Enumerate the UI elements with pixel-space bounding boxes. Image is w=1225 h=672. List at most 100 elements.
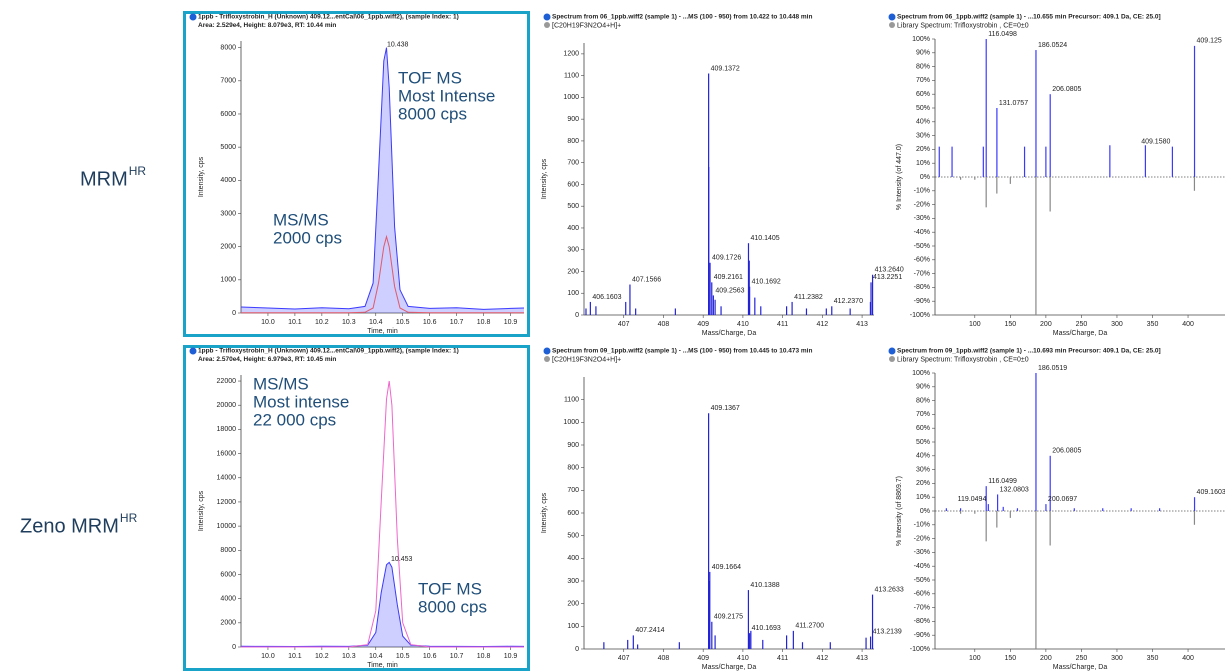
y-tick-label: 2000	[220, 244, 236, 251]
y-tick-label: 1200	[563, 51, 579, 58]
y-tick-label: 0	[575, 646, 579, 653]
x-tick-label: 350	[1147, 655, 1159, 662]
x-tick-label: 150	[1004, 655, 1016, 662]
x-tick-label: 10.3	[342, 653, 356, 660]
y-tick-label: 30%	[916, 132, 930, 139]
x-tick-label: 350	[1147, 321, 1159, 328]
y-tick-label: -30%	[914, 215, 930, 222]
x-tick-label: 410	[737, 321, 749, 328]
x-tick-label: 10.2	[315, 653, 329, 660]
x-tick-label: 408	[658, 655, 670, 662]
trace-line	[241, 234, 524, 314]
y-tick-label: 100	[567, 290, 579, 297]
y-tick-label: 12000	[217, 499, 237, 506]
y-tick-label: 2000	[220, 620, 236, 627]
x-tick-label: 10.2	[315, 319, 329, 326]
y-tick-label: -100%	[910, 646, 930, 653]
y-tick-label: 4000	[220, 177, 236, 184]
x-axis-label: Mass/Charge, Da	[1053, 330, 1108, 337]
peak-area	[241, 562, 524, 647]
peak-label: 186.0524	[1038, 42, 1067, 49]
x-tick-label: 250	[1076, 321, 1088, 328]
y-tick-label: 18000	[217, 426, 237, 433]
subtitle-icon	[889, 22, 895, 28]
peak-label: 409.2175	[714, 614, 743, 621]
peak-label: 409.1580	[1141, 138, 1170, 145]
panel-title: Spectrum from 06_1ppb.wiff2 (sample 1) -…	[552, 14, 812, 21]
y-tick-label: -70%	[914, 270, 930, 277]
x-tick-label: 200	[1040, 321, 1052, 328]
peak-area	[241, 47, 524, 313]
x-tick-label: 10.8	[477, 653, 491, 660]
peak-label: 409.2563	[715, 287, 744, 294]
row-label-sup: HR	[129, 164, 147, 178]
x-axis-label: Time, min	[367, 662, 398, 669]
y-tick-label: 900	[567, 116, 579, 123]
x-tick-label: 10.5	[396, 319, 410, 326]
x-tick-label: 407	[618, 321, 630, 328]
y-tick-label: 700	[567, 160, 579, 167]
panel-subtitle: [C20H19F3N2O4+H]+	[552, 356, 621, 363]
y-tick-label: 10%	[916, 160, 930, 167]
x-tick-label: 10.9	[504, 653, 518, 660]
x-tick-label: 410	[737, 655, 749, 662]
y-tick-label: 14000	[217, 475, 237, 482]
y-tick-label: 500	[567, 203, 579, 210]
y-tick-label: 700	[567, 487, 579, 494]
x-tick-label: 407	[618, 655, 630, 662]
peak-label: 119.0494	[958, 496, 987, 503]
peak-label: 409.125	[1197, 38, 1222, 45]
peak-label: 411.2700	[795, 623, 824, 630]
y-tick-label: -70%	[914, 604, 930, 611]
apex-label: 10.438	[387, 41, 409, 48]
peak-label: 132.0803	[1000, 486, 1029, 493]
peak-label: 413.2251	[873, 274, 902, 281]
x-tick-label: 100	[969, 321, 981, 328]
y-tick-label: 20%	[916, 146, 930, 153]
panel-border	[183, 11, 530, 337]
panel-subtitle: Library Spectrum: Trifloxystrobin , CE=0…	[897, 22, 1029, 29]
y-tick-label: 1000	[563, 94, 579, 101]
y-tick-label: 70%	[916, 77, 930, 84]
peak-label: 410.1405	[750, 235, 779, 242]
peak-label: 409.1367	[711, 405, 740, 412]
y-tick-label: -100%	[910, 312, 930, 319]
y-tick-label: -40%	[914, 563, 930, 570]
peak-label: 407.1566	[632, 276, 661, 283]
trace-icon	[543, 347, 551, 355]
y-tick-label: 60%	[916, 91, 930, 98]
y-tick-label: 4000	[220, 595, 236, 602]
trace-icon	[888, 347, 896, 355]
peak-label: 413.2139	[873, 628, 902, 635]
y-tick-label: 8000	[220, 547, 236, 554]
apex-label: 10.453	[391, 556, 413, 563]
callout-text: 8000 cps	[398, 104, 467, 123]
peak-label: 413.2640	[875, 267, 904, 274]
y-tick-label: 0	[575, 312, 579, 319]
peak-label: 206.0805	[1052, 86, 1081, 93]
y-tick-label: -10%	[914, 522, 930, 529]
y-tick-label: -80%	[914, 284, 930, 291]
x-tick-label: 10.0	[261, 653, 275, 660]
y-tick-label: 0	[232, 644, 236, 651]
y-tick-label: -90%	[914, 298, 930, 305]
peak-label: 131.0757	[999, 100, 1028, 107]
peak-label: 409.2161	[714, 274, 743, 281]
x-tick-label: 10.1	[288, 319, 302, 326]
y-tick-label: 500	[567, 533, 579, 540]
x-tick-label: 10.8	[477, 319, 491, 326]
y-tick-label: 0%	[920, 508, 930, 515]
x-tick-label: 10.4	[369, 653, 383, 660]
y-tick-label: -60%	[914, 591, 930, 598]
peak-label: 116.0499	[988, 478, 1017, 485]
y-tick-label: 0	[232, 310, 236, 317]
y-tick-label: 1000	[563, 419, 579, 426]
row-label: Zeno MRM	[20, 515, 119, 537]
y-tick-label: 800	[567, 465, 579, 472]
callout-text: TOF MS	[398, 68, 462, 87]
y-tick-label: -80%	[914, 618, 930, 625]
y-tick-label: -40%	[914, 229, 930, 236]
y-tick-label: 200	[567, 601, 579, 608]
x-tick-label: 10.4	[369, 319, 383, 326]
x-tick-label: 10.6	[423, 653, 437, 660]
